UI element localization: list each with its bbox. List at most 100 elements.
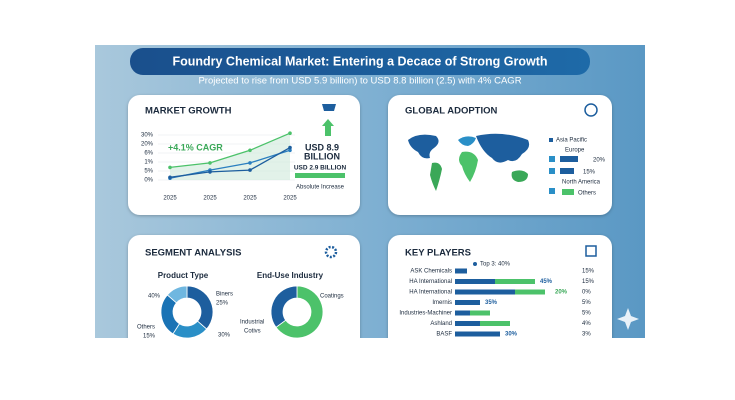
row-label: Imernis [432,300,452,306]
bar [455,289,515,295]
legend-dot [473,262,477,266]
crop [95,338,645,400]
bar [455,331,500,337]
legend-label: 15% [583,170,596,176]
icon [324,245,338,259]
icon [585,245,597,257]
icon [584,103,598,117]
increase-bar [295,173,345,178]
y-tick-label: 6% [144,151,153,157]
point [168,165,172,170]
line [169,132,291,169]
bar-label: 35% [485,300,498,306]
donut-segment [270,285,298,328]
panel [388,235,612,355]
donut-label: Others [137,325,155,331]
donut-segment [275,285,324,339]
donut-label: 25% [216,301,229,307]
point [208,161,212,165]
y-tick-label: 30% [141,133,154,139]
legend-label: 20% [593,158,606,164]
sparkle [617,308,639,330]
x-tick-label: 2025 [283,196,297,202]
bar [480,321,510,326]
share-label: 0% [582,290,591,296]
line [169,147,291,178]
row-label: Industries-Machiner [399,311,452,317]
share-label: 4% [582,321,591,327]
share-label: 15% [582,279,595,285]
donut-label: Biners [216,292,233,298]
arrow [322,119,334,136]
legend-label: Asia Pacific [556,138,587,144]
donut-label: 40% [148,294,161,300]
legend-bar [562,189,574,195]
legend-icon [549,188,555,194]
x-tick-label: 2025 [243,196,257,202]
big-value: USD 8.9 [305,142,339,152]
donut-label: Cotivs [244,329,261,335]
bar-label: 20% [555,290,568,296]
title: Foundry Chemical Market: Entering a Deca… [172,54,547,68]
point [168,175,172,180]
donut-segment [166,285,188,304]
legend-icon [549,156,555,162]
share-label: 5% [582,311,591,317]
y-tick-label: 5% [144,169,153,175]
point [248,168,252,172]
donut-label: Industrial [240,320,264,326]
point [248,161,252,165]
donut-title: End-Use Industry [257,271,324,280]
legend-swatch [549,138,553,142]
big-value: BILLION [304,151,340,161]
panel-title: GLOBAL ADOPTION [405,106,498,117]
legend-label: Others [578,191,596,197]
row-label: Ashland [430,321,452,327]
panel-title: MARKET GROWTH [145,106,232,117]
point [288,148,292,153]
title-banner [130,48,590,75]
legend-icon [549,168,555,174]
cagr: +4.1% CAGR [168,142,223,152]
point [248,148,252,153]
bar [455,268,467,274]
share-label: 5% [582,300,591,306]
bar [495,279,535,284]
bar [455,310,470,316]
row-label: ASK Chemicals [410,269,452,275]
panel-title: KEY PLAYERS [405,248,471,259]
point [208,170,212,174]
bar [470,310,490,316]
world-map [408,133,530,191]
legend-label: Top 3: 40% [480,262,511,268]
donut-label: 15% [143,334,156,340]
donut-label: 30% [218,333,231,339]
row-label: HA International [409,290,452,296]
bar-label: 45% [540,279,553,285]
bar [515,289,545,295]
y-tick-label: 1% [144,160,153,166]
x-tick-label: 2025 [163,196,177,202]
y-tick-label: 20% [141,142,154,148]
point [288,131,292,135]
note: Absolute Increase [296,185,345,191]
y-tick-label: 0% [144,178,153,184]
bar-label: 30% [505,332,518,338]
icon [322,104,336,111]
share-label: 3% [582,332,591,338]
share-label: 15% [582,269,595,275]
donut-title: Product Type [158,271,209,280]
bar [455,300,480,305]
legend-label: North America [562,180,601,186]
panel-title: SEGMENT ANALYSIS [145,248,241,259]
small-value: USD 2.9 BILLION [294,165,347,172]
row-label: HA International [409,279,452,285]
bar [455,321,480,326]
donut-label: Coatings [320,294,344,300]
subtitle: Projected to rise from USD 5.9 billion) … [198,76,521,87]
bar [455,279,495,284]
legend-bar [560,168,574,174]
x-tick-label: 2025 [203,196,217,202]
row-label: BASF [436,332,452,338]
